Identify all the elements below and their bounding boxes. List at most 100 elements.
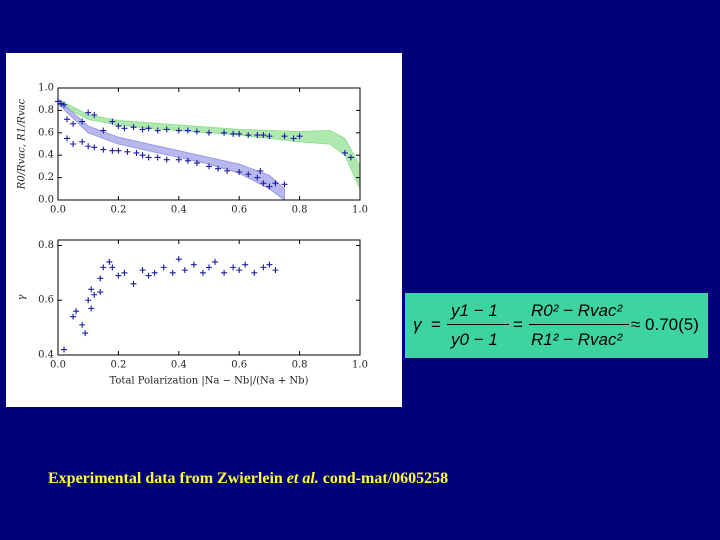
data-point	[236, 130, 243, 137]
data-point	[109, 264, 116, 271]
y-tick-label: 0.6	[38, 295, 54, 306]
data-point	[85, 109, 92, 116]
data-point	[139, 152, 146, 159]
data-point	[70, 120, 77, 127]
y-tick-label: 0.2	[38, 172, 54, 183]
eq-frac: y1 − 1 y0 − 1	[447, 293, 509, 358]
data-point	[91, 144, 98, 151]
data-point	[88, 305, 95, 312]
data-point	[133, 149, 140, 156]
data-point	[145, 272, 152, 279]
data-point	[206, 163, 212, 170]
data-point	[193, 160, 200, 167]
x-tick-label: 1.0	[352, 360, 368, 371]
data-point	[109, 118, 116, 125]
data-point	[91, 291, 98, 298]
data-point	[139, 126, 146, 133]
eq-den: y0 − 1	[451, 330, 498, 349]
data-point	[163, 156, 170, 163]
data-point	[190, 261, 197, 268]
data-point	[242, 261, 249, 268]
data-point	[64, 116, 71, 123]
data-point	[206, 129, 212, 136]
data-point	[215, 165, 222, 172]
y-tick-label: 0.8	[38, 240, 54, 251]
data-point	[85, 297, 92, 304]
eq-rhs: ≈ 0.70(5)	[631, 315, 699, 334]
data-point	[175, 127, 182, 134]
eq-bar	[447, 324, 509, 325]
data-point	[184, 127, 191, 134]
data-point	[206, 264, 212, 271]
data-point	[79, 138, 86, 145]
data-point	[124, 148, 131, 155]
data-point	[139, 267, 146, 274]
data-point	[109, 147, 116, 154]
data-point	[260, 132, 267, 139]
data-point	[145, 125, 152, 132]
y-tick-label: 1.0	[38, 83, 54, 94]
equation-box: γ = y1 − 1 y0 − 1 = R0² − Rvac² R1² − Rv…	[405, 293, 708, 358]
data-point	[236, 169, 243, 175]
data-point	[73, 308, 80, 315]
plot-frame	[57, 239, 361, 356]
data-point	[121, 125, 128, 132]
data-point	[254, 174, 261, 181]
data-point	[193, 128, 200, 135]
x-tick-label: 0.8	[292, 360, 308, 371]
data-point	[55, 98, 61, 105]
data-point	[230, 130, 237, 137]
data-point	[175, 156, 182, 163]
x-tick-label: 0.6	[231, 360, 247, 371]
data-point	[181, 267, 188, 274]
data-point	[281, 133, 288, 140]
x-tick-label: 0.4	[171, 360, 187, 371]
eq-sign: =	[431, 315, 441, 334]
data-point	[175, 256, 182, 263]
plot-frame	[57, 87, 361, 201]
eq-den: R1² − Rvac²	[531, 330, 623, 349]
data-point	[145, 154, 152, 161]
y-tick-label: 0.4	[38, 150, 54, 161]
caption: Experimental data from Zwierlein et al. …	[48, 470, 448, 488]
data-point	[85, 143, 92, 150]
data-point	[61, 101, 68, 108]
data-point	[199, 269, 206, 276]
data-point	[221, 129, 228, 136]
data-point	[224, 167, 231, 174]
data-point	[61, 346, 68, 353]
caption-text: cond-mat/0605258	[318, 470, 449, 487]
eq-sign: =	[513, 315, 523, 334]
data-point	[79, 118, 86, 125]
data-point	[184, 157, 191, 164]
data-point	[272, 180, 279, 187]
data-point	[121, 269, 128, 276]
x-tick-label: 0.6	[231, 205, 247, 216]
data-point	[115, 123, 122, 130]
data-point	[130, 124, 137, 131]
data-point	[97, 289, 104, 296]
data-point	[154, 127, 161, 134]
data-point	[260, 264, 267, 271]
data-point	[88, 286, 95, 293]
data-point	[281, 181, 288, 188]
data-point	[115, 147, 122, 154]
data-point	[230, 264, 237, 271]
data-point	[154, 154, 161, 161]
data-point	[245, 132, 252, 139]
data-point	[221, 269, 228, 276]
data-point	[257, 167, 264, 174]
data-point	[347, 154, 354, 161]
data-point	[79, 321, 86, 328]
data-point	[64, 135, 71, 142]
x-tick-label: 0.2	[110, 205, 126, 216]
y-axis-label: γ	[17, 294, 28, 300]
data-point	[97, 275, 104, 282]
data-point	[296, 133, 303, 140]
data-point	[163, 126, 170, 133]
x-axis-label: Total Polarization |Na − Nb|/(Na + Nb)	[110, 376, 309, 387]
data-point	[236, 267, 243, 274]
data-point	[70, 141, 77, 147]
